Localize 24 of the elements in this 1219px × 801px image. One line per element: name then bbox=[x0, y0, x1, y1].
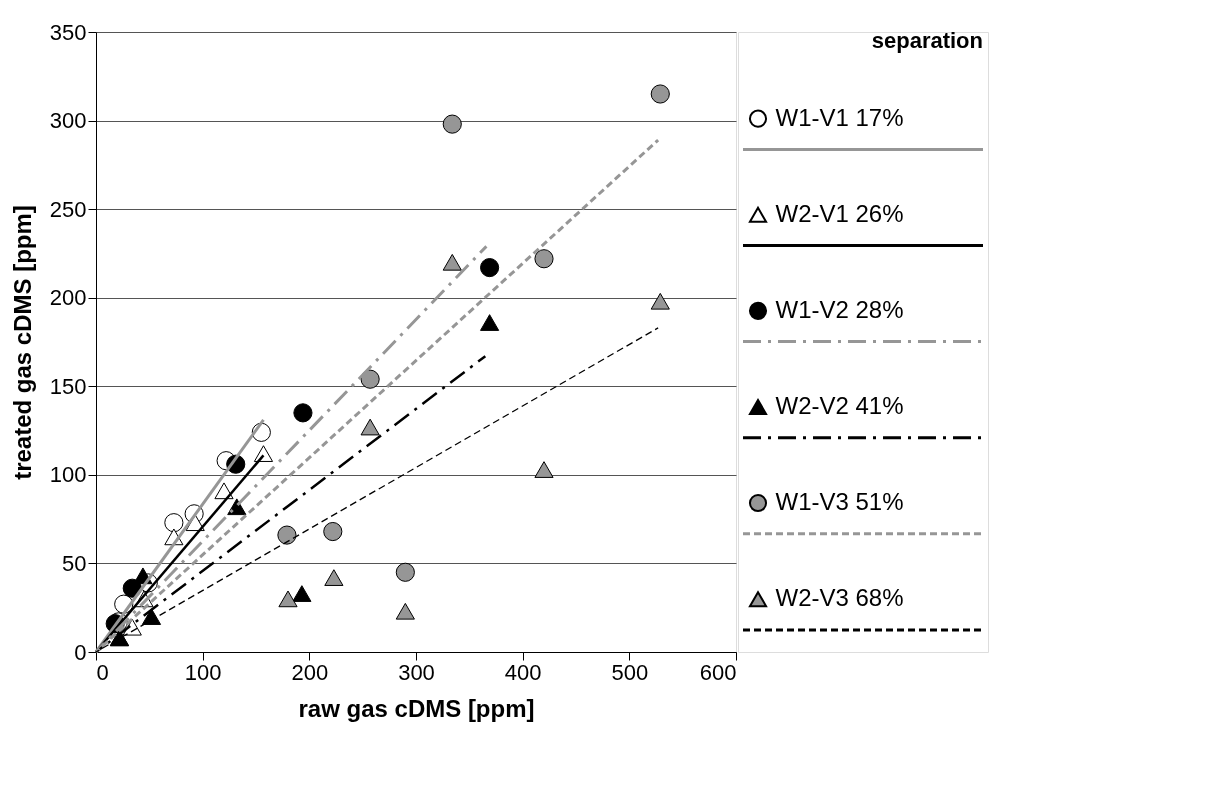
x-tick-label: 400 bbox=[504, 659, 542, 685]
x-tick-label: 0 bbox=[96, 659, 109, 685]
y-tick-label: 50 bbox=[62, 550, 87, 576]
x-tick-label: 600 bbox=[699, 659, 737, 685]
y-tick-label: 150 bbox=[49, 373, 87, 399]
legend-label: W2-V3 68% bbox=[775, 584, 904, 612]
y-tick-label: 250 bbox=[49, 196, 87, 222]
x-tick-label: 500 bbox=[611, 659, 649, 685]
y-tick-label: 200 bbox=[49, 285, 87, 311]
legend-label: W1-V1 17% bbox=[775, 103, 904, 131]
y-tick-label: 300 bbox=[49, 108, 87, 134]
x-axis-title: raw gas cDMS [ppm] bbox=[298, 694, 535, 722]
legend-label: W1-V3 51% bbox=[775, 488, 904, 516]
legend-title: separation bbox=[871, 28, 983, 54]
legend-label: W2-V2 41% bbox=[775, 391, 904, 419]
x-tick-label: 300 bbox=[398, 659, 435, 685]
y-axis-title: treated gas cDMS [ppm] bbox=[8, 205, 36, 480]
x-tick-label: 200 bbox=[291, 659, 329, 685]
x-tick-label: 100 bbox=[184, 659, 222, 685]
legend-label: W1-V2 28% bbox=[775, 295, 904, 323]
legend-label: W2-V1 26% bbox=[775, 199, 904, 227]
y-tick-label: 350 bbox=[49, 19, 87, 45]
y-tick-label: 0 bbox=[74, 639, 87, 665]
y-tick-label: 100 bbox=[49, 462, 87, 488]
